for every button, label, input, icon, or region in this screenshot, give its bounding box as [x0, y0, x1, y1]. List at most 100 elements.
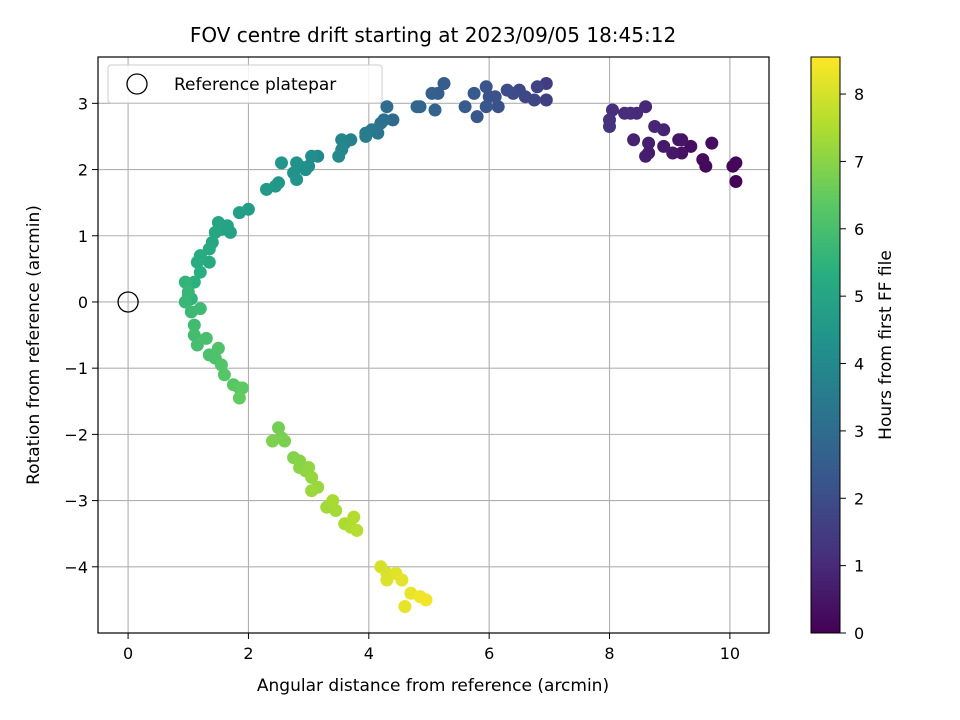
data-point	[530, 80, 544, 94]
colorbar-tick-label: 0	[854, 624, 864, 643]
data-point	[332, 149, 346, 163]
reference-platepar-marker	[117, 291, 139, 313]
data-point	[603, 120, 616, 133]
y-tick-label: 3	[78, 94, 88, 113]
colorbar-tick-label: 5	[854, 287, 864, 306]
data-point	[374, 116, 388, 130]
data-point	[606, 103, 619, 117]
data-point	[410, 100, 424, 114]
colorbar-tick-label: 7	[854, 152, 864, 171]
data-point	[395, 573, 409, 587]
data-point	[302, 461, 316, 474]
x-tick-label: 2	[243, 644, 253, 663]
data-point	[642, 136, 656, 150]
data-point	[305, 470, 319, 484]
data-point	[458, 100, 472, 114]
data-point	[675, 146, 689, 160]
data-point	[539, 93, 553, 107]
data-point	[618, 106, 632, 120]
data-point	[657, 139, 671, 153]
data-point	[326, 494, 340, 508]
plot-frame	[97, 56, 770, 634]
data-point	[187, 275, 201, 289]
data-point	[425, 86, 439, 100]
data-point	[193, 302, 207, 316]
data-point	[729, 175, 743, 188]
data-point	[419, 593, 433, 607]
data-point	[380, 573, 394, 587]
colorbar-tick-label: 6	[854, 220, 864, 239]
data-point	[705, 136, 719, 150]
data-point	[202, 255, 216, 269]
colorbar-tick-label: 4	[854, 355, 864, 374]
data-point	[305, 149, 319, 163]
colorbar-tick-label: 1	[854, 557, 864, 576]
data-point	[232, 206, 246, 220]
x-axis-label: Angular distance from reference (arcmin)	[257, 676, 609, 696]
data-point	[335, 133, 349, 147]
data-point	[235, 381, 249, 395]
y-axis-ticks: −4 −3 −2 −1 0 1 2 3	[64, 94, 98, 577]
y-tick-label: 1	[78, 227, 88, 246]
data-point	[278, 434, 292, 448]
x-tick-label: 4	[364, 644, 374, 663]
data-point	[272, 421, 285, 435]
y-tick-label: 0	[78, 293, 88, 312]
data-point	[187, 328, 201, 342]
data-point	[260, 182, 273, 196]
data-point	[232, 391, 246, 405]
data-point	[329, 504, 343, 517]
data-point	[380, 100, 394, 114]
y-tick-label: −3	[64, 492, 88, 511]
data-point	[666, 146, 680, 160]
data-point	[290, 156, 304, 170]
data-point	[178, 295, 192, 309]
x-tick-label: 0	[123, 644, 133, 663]
data-point	[696, 153, 710, 167]
x-tick-label: 6	[484, 644, 494, 663]
legend-box	[107, 64, 383, 104]
data-point	[648, 120, 662, 133]
data-point	[359, 129, 373, 143]
data-point	[190, 338, 204, 352]
colorbar-ticks: 0 1 2 3 4 5 6 7 8	[840, 85, 864, 643]
chart-title: FOV centre drift starting at 2023/09/05 …	[190, 23, 676, 47]
legend: Reference platepar	[107, 64, 383, 104]
data-point	[467, 86, 481, 100]
data-point	[350, 523, 364, 537]
data-point	[437, 77, 451, 90]
data-point	[217, 368, 231, 382]
data-point	[684, 139, 698, 153]
y-tick-label: −4	[64, 558, 88, 577]
data-point	[491, 100, 505, 114]
y-tick-label: 2	[78, 161, 88, 180]
data-point	[428, 103, 442, 117]
legend-marker	[126, 73, 148, 95]
data-point	[187, 318, 201, 332]
data-point	[386, 113, 400, 127]
colorbar-tick-label: 2	[854, 489, 864, 508]
colorbar-gradient	[810, 56, 841, 634]
data-point	[199, 331, 213, 345]
x-tick-label: 8	[604, 644, 614, 663]
data-point	[193, 265, 207, 279]
data-point	[479, 80, 493, 94]
data-point	[500, 83, 514, 97]
data-point	[470, 110, 484, 124]
data-point	[275, 156, 288, 170]
data-point	[181, 285, 195, 299]
x-axis-ticks: 0 2 4 6 8 10	[123, 633, 740, 663]
colorbar-tick-label: 3	[854, 422, 864, 441]
colorbar-tick-label: 8	[854, 85, 864, 104]
data-point	[398, 600, 412, 613]
data-point	[266, 434, 279, 448]
y-axis-label: Rotation from reference (arcmin)	[24, 205, 44, 485]
colorbar: 0 1 2 3 4 5 6 7 8 Hours from first FF file	[810, 56, 896, 643]
data-point	[347, 510, 361, 524]
data-point	[290, 173, 304, 186]
y-tick-label: −1	[64, 359, 88, 378]
data-point	[178, 275, 192, 289]
data-point	[639, 100, 653, 114]
data-point	[482, 90, 496, 104]
